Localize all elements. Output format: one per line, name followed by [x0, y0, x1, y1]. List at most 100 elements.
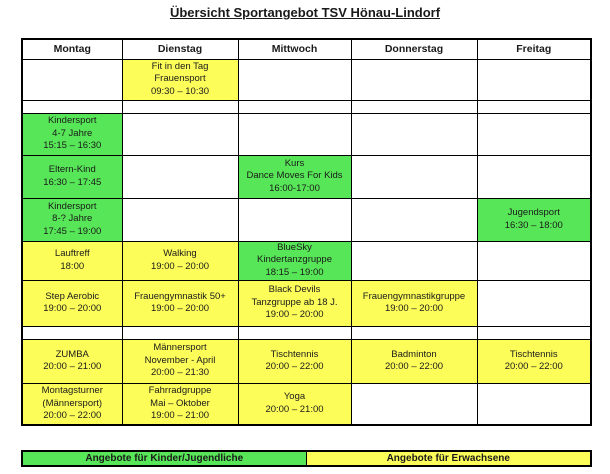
- schedule-cell: BlueSky Kindertanzgruppe 18:15 – 19:00: [237, 240, 352, 281]
- schedule-cell-line: 16:00-17:00: [269, 182, 320, 194]
- weekday-header-row: Montag Dienstag Mittwoch Donnerstag Freitag: [21, 38, 592, 60]
- schedule-row: [21, 325, 592, 340]
- schedule-cell-line: 20:00 – 21:00: [43, 361, 102, 372]
- schedule-cell: Tischtennis 20:00 – 22:00: [476, 338, 592, 384]
- schedule-cell-line: Mai – Oktober: [150, 397, 210, 409]
- schedule-row: Eltern-Kind 16:30 – 17:45 Kurs Dance Moves …: [21, 154, 592, 199]
- schedule-cell-line: (Männersport): [42, 397, 103, 409]
- schedule-cell-empty: [476, 382, 592, 426]
- schedule-table: Montag Dienstag Mittwoch Donnerstag Freitag …: [21, 38, 592, 426]
- schedule-cell-line: Yoga: [283, 391, 306, 403]
- schedule-cell-empty: [476, 240, 592, 281]
- schedule-cell-empty: [350, 382, 478, 426]
- schedule-cell-empty: [21, 58, 123, 101]
- schedule-cell-empty: [476, 99, 592, 114]
- schedule-cell: ZUMBA 20:00 – 21:00: [21, 338, 123, 384]
- schedule-row: Lauftreff 18:00 Walking 19:00 – 20:00 BlueSk…: [21, 240, 592, 281]
- schedule-cell: Kindersport 8-? Jahre 17:45 – 19:00: [21, 197, 123, 242]
- schedule-cell-line: Fit in den Tag: [151, 60, 209, 72]
- schedule-cell-empty: [476, 58, 592, 101]
- schedule-cell-empty: [237, 58, 352, 101]
- schedule-cell-empty: [121, 112, 239, 156]
- schedule-cell: Badminton 20:00 – 22:00: [350, 338, 478, 384]
- legend-adults: Angebote für Erwachsene: [306, 452, 590, 465]
- weekday-header-freitag: Freitag: [476, 38, 592, 60]
- schedule-cell-line: Dance Moves For Kids: [246, 170, 343, 182]
- schedule-cell: Frauengymnastik 50+ 19:00 – 20:00: [121, 279, 239, 327]
- schedule-cell-line: Step Aerobic: [45, 290, 100, 302]
- schedule-cell: Frauengymnastikgruppe 19:00 – 20:00: [350, 279, 478, 327]
- schedule-cell-line: Frauengymnastikgruppe: [362, 290, 466, 302]
- schedule-cell-line: 16:30 – 17:45: [43, 176, 102, 188]
- schedule-cell: Kindersport 4-7 Jahre 15:15 – 16:30: [21, 112, 123, 156]
- schedule-cell-empty: [121, 197, 239, 242]
- schedule-cell-empty: [476, 112, 592, 156]
- schedule-cell-line: 8-? Jahre: [52, 213, 93, 225]
- schedule-cell-line: 18:15 – 19:00: [265, 266, 324, 278]
- schedule-body: Fit in den Tag Frauensport 09:30 – 10:30 Ki…: [21, 58, 592, 426]
- schedule-cell-line: 19:00 – 20:00: [150, 260, 210, 272]
- schedule-row: Step Aerobic 19:00 – 20:00 Frauengymnastik…: [21, 279, 592, 327]
- schedule-cell-line: Kindersport: [47, 200, 97, 212]
- schedule-cell-empty: [121, 99, 239, 114]
- schedule-cell: Fahrradgruppe Mai – Oktober 19:00 – 21:00: [121, 382, 239, 426]
- schedule-cell-empty: [350, 58, 478, 101]
- schedule-cell-empty: [476, 154, 592, 199]
- schedule-cell: Lauftreff 18:00: [21, 240, 123, 281]
- page-title: Übersicht Sportangebot TSV Hönau-Lindorf: [169, 5, 441, 20]
- schedule-cell-line: Kindersport: [47, 115, 97, 127]
- schedule-row: Kindersport 4-7 Jahre 15:15 – 16:30: [21, 112, 592, 156]
- schedule-cell-empty: [350, 240, 478, 281]
- schedule-cell-empty: [350, 197, 478, 242]
- schedule-cell-line: 16:30 – 18:00: [504, 219, 563, 231]
- schedule-cell: Montagsturner (Männersport) 20:00 – 22:00: [21, 382, 123, 426]
- schedule-cell-empty: [21, 99, 123, 114]
- schedule-cell-empty: [476, 279, 592, 327]
- schedule-cell-line: BlueSky: [277, 241, 312, 253]
- schedule-cell: Yoga 20:00 – 21:00: [237, 382, 352, 426]
- schedule-cell-line: Kindertanzgruppe: [257, 254, 332, 266]
- schedule-cell-empty: [350, 112, 478, 156]
- schedule-cell-line: 20:00 – 22:00: [384, 361, 444, 372]
- schedule-cell-line: Frauensport: [154, 73, 206, 85]
- schedule-row: [21, 99, 592, 114]
- schedule-cell-line: Tanzgruppe ab 18 J.: [251, 296, 338, 308]
- schedule-cell-line: 17:45 – 19:00: [43, 225, 102, 237]
- schedule-cell-empty: [476, 325, 592, 340]
- schedule-cell-line: Männersport: [153, 342, 207, 354]
- schedule-cell-line: 20:00 – 22:00: [504, 361, 563, 372]
- schedule-cell-line: Lauftreff: [54, 248, 90, 259]
- schedule-cell-line: 09:30 – 10:30: [150, 85, 210, 97]
- schedule-row: Montagsturner (Männersport) 20:00 – 22:00 F…: [21, 382, 592, 426]
- schedule-cell: Eltern-Kind 16:30 – 17:45: [21, 154, 123, 199]
- schedule-cell: Fit in den Tag Frauensport 09:30 – 10:30: [121, 58, 239, 101]
- schedule-cell: Jugendsport 16:30 – 18:00: [476, 197, 592, 242]
- schedule-cell: Black Devils Tanzgruppe ab 18 J. 19:00 – 2…: [237, 279, 352, 327]
- schedule-table-container: Montag Dienstag Mittwoch Donnerstag Freitag …: [21, 38, 592, 426]
- schedule-cell-line: 19:00 – 20:00: [150, 303, 210, 314]
- legend: Angebote für Kinder/Jugendliche Angebote…: [21, 450, 592, 467]
- schedule-cell-line: Tischtennis: [509, 348, 558, 360]
- schedule-cell-line: Tischtennis: [270, 348, 319, 360]
- schedule-cell: Walking 19:00 – 20:00: [121, 240, 239, 281]
- schedule-cell-line: 19:00 – 20:00: [384, 303, 444, 314]
- schedule-cell-line: Fahrradgruppe: [148, 385, 212, 396]
- schedule-cell-line: 20:00 – 21:00: [265, 403, 324, 415]
- schedule-cell-empty: [350, 325, 478, 340]
- schedule-cell-empty: [237, 325, 352, 340]
- schedule-cell: Step Aerobic 19:00 – 20:00: [21, 279, 123, 327]
- schedule-cell-line: Eltern-Kind: [48, 164, 96, 175]
- schedule-cell-line: 19:00 – 20:00: [43, 303, 102, 314]
- schedule-cell-line: Jugendsport: [507, 207, 560, 218]
- schedule-cell-line: November - April: [144, 354, 216, 366]
- legend-kids: Angebote für Kinder/Jugendliche: [23, 452, 307, 465]
- schedule-cell-line: Walking: [163, 248, 197, 259]
- schedule-cell: Männersport November - April 20:00 – 21:30: [121, 338, 239, 384]
- schedule-cell-empty: [237, 99, 352, 114]
- schedule-cell-line: 15:15 – 16:30: [43, 140, 102, 152]
- weekday-header-montag: Montag: [21, 38, 123, 60]
- schedule-cell-line: Frauengymnastik 50+: [134, 290, 226, 302]
- schedule-cell-empty: [237, 197, 352, 242]
- schedule-cell-line: 20:00 – 22:00: [265, 361, 324, 372]
- schedule-cell-line: 20:00 – 21:30: [150, 367, 210, 379]
